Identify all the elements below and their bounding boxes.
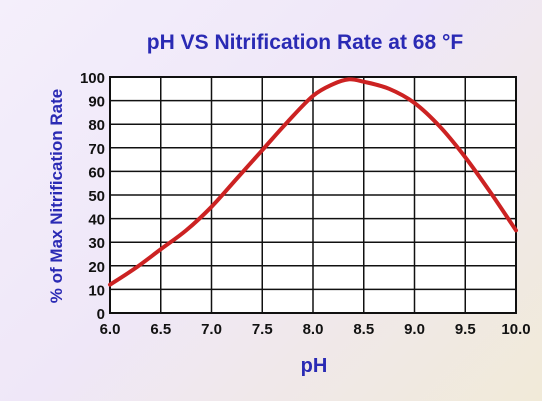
x-tick-label: 9.0 bbox=[404, 321, 425, 338]
y-tick-label: 20 bbox=[88, 259, 105, 276]
y-tick-label: 70 bbox=[88, 141, 105, 158]
x-tick-label: 6.5 bbox=[150, 321, 171, 338]
series-line bbox=[108, 77, 518, 287]
chart-title: pH VS Nitrification Rate at 68 °F bbox=[147, 31, 464, 54]
x-tick-label: 6.0 bbox=[100, 321, 121, 338]
x-axis-ticks: 6.0 6.5 7.0 7.5 8.0 8.5 9.0 9.5 10.0 bbox=[100, 321, 531, 338]
y-axis-label: % of Max Nitrification Rate bbox=[47, 89, 66, 303]
x-tick-label: 10.0 bbox=[501, 321, 530, 338]
y-tick-label: 0 bbox=[97, 306, 105, 323]
y-tick-label: 40 bbox=[88, 212, 105, 229]
y-tick-label: 90 bbox=[88, 94, 105, 111]
y-tick-label: 50 bbox=[88, 188, 105, 205]
y-tick-label: 100 bbox=[80, 70, 105, 87]
y-tick-label: 10 bbox=[88, 282, 105, 299]
y-tick-label: 80 bbox=[88, 117, 105, 134]
grid bbox=[109, 76, 517, 314]
x-tick-label: 7.0 bbox=[201, 321, 222, 338]
x-tick-label: 9.5 bbox=[455, 321, 476, 338]
y-tick-label: 30 bbox=[88, 235, 105, 252]
x-tick-label: 8.0 bbox=[303, 321, 324, 338]
x-tick-label: 7.5 bbox=[252, 321, 273, 338]
y-axis-ticks: 0 10 20 30 40 50 60 70 80 90 100 bbox=[80, 70, 105, 323]
x-axis-label: pH bbox=[301, 355, 328, 377]
y-tick-label: 60 bbox=[88, 164, 105, 181]
x-tick-label: 8.5 bbox=[353, 321, 374, 338]
